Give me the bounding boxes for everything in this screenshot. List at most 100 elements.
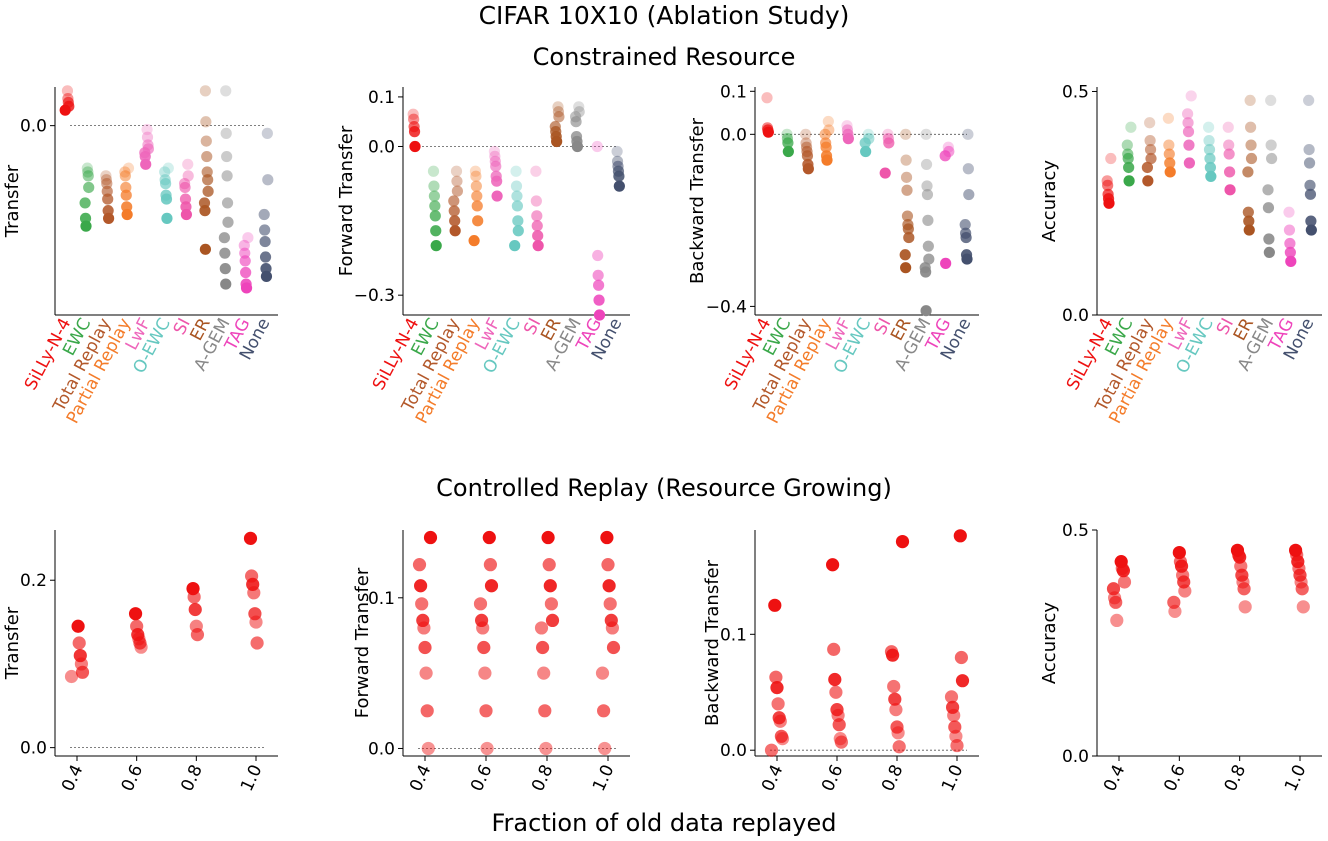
x-tick-label: 0.6 <box>1160 762 1190 795</box>
x-tick-label: 1.0 <box>1281 762 1311 795</box>
point-none <box>613 180 625 192</box>
point-total-replay <box>451 185 463 197</box>
point-lwf <box>490 160 502 172</box>
point-replay-fraction <box>895 534 910 549</box>
point-none <box>262 174 274 186</box>
point-replay-fraction <box>537 666 551 680</box>
point-lwf <box>1182 126 1195 138</box>
point-a-gem <box>921 188 934 201</box>
point-total-replay <box>1144 117 1156 129</box>
point-a-gem <box>1265 94 1277 107</box>
point-none <box>962 128 974 140</box>
point-none <box>613 170 625 182</box>
point-replay-fraction <box>606 640 621 655</box>
point-replay-fraction <box>250 636 264 650</box>
point-tag <box>1283 206 1295 218</box>
point-none <box>1305 224 1317 236</box>
point-a-gem <box>1265 139 1277 151</box>
point-replay-fraction <box>601 558 615 572</box>
point-a-gem <box>920 158 933 171</box>
point-tag <box>1284 237 1296 250</box>
point-total-replay <box>448 205 460 217</box>
point-replay-fraction <box>1116 564 1130 578</box>
point-si <box>1222 121 1234 133</box>
point-tag <box>1284 246 1296 259</box>
point-partial-replay <box>468 235 480 247</box>
point-replay-fraction <box>768 598 782 612</box>
point-si <box>1224 184 1236 196</box>
y-axis-label: Transfer <box>2 606 23 680</box>
point-replay-fraction <box>484 579 499 593</box>
y-tick-label: 0.0 <box>1062 306 1089 326</box>
point-silly-n-4 <box>409 140 421 153</box>
point-none <box>259 224 271 236</box>
y-tick-label: 0.0 <box>1062 747 1089 767</box>
point-o-ewc <box>162 162 174 174</box>
point-tag <box>939 150 951 162</box>
point-replay-fraction <box>1296 600 1310 614</box>
point-lwf <box>141 123 153 136</box>
point-replay-fraction <box>247 586 261 600</box>
point-partial-replay <box>1162 112 1174 124</box>
point-replay-fraction <box>605 621 620 635</box>
point-ewc <box>1123 161 1135 174</box>
point-er <box>1242 206 1254 218</box>
point-replay-fraction <box>483 558 497 572</box>
point-total-replay <box>1141 161 1153 174</box>
point-ewc <box>83 181 95 194</box>
point-er <box>901 210 914 222</box>
point-tag <box>1285 255 1297 267</box>
point-ewc <box>429 210 441 222</box>
point-lwf <box>842 133 854 145</box>
panel-8: 0.5 0.0 Accuracy 0.4 0.6 0.8 1.0 <box>1039 521 1322 795</box>
x-tick-label: 0.6 <box>118 762 148 795</box>
point-a-gem <box>922 240 934 252</box>
point-a-gem <box>222 216 234 228</box>
point-ewc <box>1125 121 1137 133</box>
point-replay-fraction <box>421 741 435 756</box>
point-tag <box>242 232 254 244</box>
y-tick-label: 0.2 <box>20 571 47 591</box>
point-none <box>1303 157 1316 169</box>
point-replay-fraction <box>71 619 85 633</box>
point-replay-fraction <box>1110 613 1124 628</box>
point-replay-fraction <box>419 666 433 680</box>
point-ewc <box>429 200 441 212</box>
point-replay-fraction <box>133 636 147 650</box>
point-a-gem <box>921 180 933 192</box>
y-axis-label: Accuracy <box>1039 160 1060 243</box>
point-replay-fraction <box>886 648 900 662</box>
point-ewc <box>427 165 440 177</box>
point-er <box>553 111 565 123</box>
point-replay-fraction <box>417 621 431 635</box>
point-er <box>1243 215 1255 227</box>
point-o-ewc <box>512 215 524 227</box>
point-lwf <box>1183 139 1195 151</box>
point-replay-fraction <box>954 650 969 665</box>
point-replay-fraction <box>478 666 492 680</box>
point-replay-fraction <box>891 726 905 740</box>
point-replay-fraction <box>834 735 849 749</box>
point-replay-fraction <box>828 672 842 687</box>
point-total-replay <box>102 193 114 205</box>
point-tag <box>591 140 603 153</box>
y-tick-label: 0.1 <box>720 82 747 102</box>
point-replay-fraction <box>545 613 560 628</box>
point-o-ewc <box>1203 143 1216 156</box>
point-replay-fraction <box>544 597 559 611</box>
point-replay-fraction <box>423 530 438 545</box>
point-replay-fraction <box>603 597 617 611</box>
point-lwf <box>1182 108 1194 120</box>
point-er <box>900 154 912 166</box>
point-a-gem <box>220 127 232 139</box>
point-partial-replay <box>1163 139 1175 151</box>
point-replay-fraction <box>188 602 202 617</box>
point-ewc <box>1122 152 1134 165</box>
point-replay-fraction <box>1167 595 1181 609</box>
point-replay-fraction <box>476 621 490 635</box>
y-tick-label: 0.5 <box>1062 82 1089 102</box>
point-o-ewc <box>160 193 173 205</box>
point-none <box>260 270 273 282</box>
point-partial-replay <box>1164 157 1176 169</box>
